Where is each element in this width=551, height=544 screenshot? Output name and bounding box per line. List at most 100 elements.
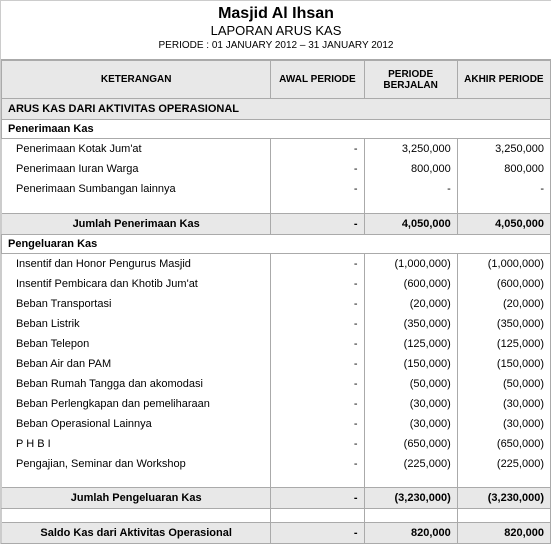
cell-value [457, 509, 550, 523]
cell-desc: Jumlah Penerimaan Kas [2, 213, 271, 234]
cell-value: - [271, 454, 364, 474]
cell-desc [2, 474, 271, 488]
cell-desc: Insentif dan Honor Pengurus Masjid [2, 253, 271, 274]
cell-value: (600,000) [364, 274, 457, 294]
cell-value: - [271, 523, 364, 544]
cell-value: (50,000) [457, 374, 550, 394]
table-row: Beban Perlengkapan dan pemeliharaan-(30,… [2, 394, 551, 414]
table-row [2, 199, 551, 213]
cell-desc: P H B I [2, 434, 271, 454]
col-header-akhir: AKHIR PERIODE [457, 61, 550, 99]
cell-value: - [271, 139, 364, 160]
cell-desc: Beban Perlengkapan dan pemeliharaan [2, 394, 271, 414]
table-row: Jumlah Pengeluaran Kas-(3,230,000)(3,230… [2, 488, 551, 509]
col-header-berjalan: PERIODE BERJALAN [364, 61, 457, 99]
cell-value: - [271, 374, 364, 394]
table-row: P H B I-(650,000)(650,000) [2, 434, 551, 454]
cell-value: (3,230,000) [364, 488, 457, 509]
cell-value: (1,000,000) [364, 253, 457, 274]
cell-value: - [364, 179, 457, 199]
cell-desc: Penerimaan Iuran Warga [2, 159, 271, 179]
cell-desc: Pengajian, Seminar dan Workshop [2, 454, 271, 474]
cell-desc [2, 509, 271, 523]
cell-desc: Beban Telepon [2, 334, 271, 354]
cell-value: (350,000) [457, 314, 550, 334]
section-label: Pengeluaran Kas [2, 234, 551, 253]
cell-value [271, 474, 364, 488]
cell-value: (350,000) [364, 314, 457, 334]
section-row: Pengeluaran Kas [2, 234, 551, 253]
cell-value: (20,000) [457, 294, 550, 314]
cell-desc: Beban Air dan PAM [2, 354, 271, 374]
cell-desc: Penerimaan Kotak Jum'at [2, 139, 271, 160]
cell-desc: Penerimaan Sumbangan lainnya [2, 179, 271, 199]
org-title: Masjid Al Ihsan [1, 5, 551, 23]
cell-value: - [271, 434, 364, 454]
cell-value: (1,000,000) [457, 253, 550, 274]
section-label: Penerimaan Kas [2, 120, 551, 139]
cell-value: (150,000) [364, 354, 457, 374]
cell-value: (30,000) [364, 394, 457, 414]
table-row: Beban Operasional Lainnya-(30,000)(30,00… [2, 414, 551, 434]
cell-value: 3,250,000 [364, 139, 457, 160]
cell-value: (30,000) [457, 394, 550, 414]
cell-value: (50,000) [364, 374, 457, 394]
cell-value: - [271, 394, 364, 414]
cell-value: 820,000 [364, 523, 457, 544]
cell-value: 800,000 [457, 159, 550, 179]
section-row: Penerimaan Kas [2, 120, 551, 139]
table-row: Penerimaan Iuran Warga-800,000800,000 [2, 159, 551, 179]
cell-value: - [271, 213, 364, 234]
cell-value: 820,000 [457, 523, 550, 544]
cell-value: 3,250,000 [457, 139, 550, 160]
cell-value: - [271, 488, 364, 509]
report-header: Masjid Al Ihsan LAPORAN ARUS KAS PERIODE… [1, 1, 551, 60]
cell-value: 800,000 [364, 159, 457, 179]
cell-value: - [271, 274, 364, 294]
cell-desc [2, 199, 271, 213]
cell-desc: Saldo Kas dari Aktivitas Operasional [2, 523, 271, 544]
cell-value: - [271, 334, 364, 354]
cell-value [364, 509, 457, 523]
cell-value: (30,000) [457, 414, 550, 434]
cell-desc: Insentif Pembicara dan Khotib Jum'at [2, 274, 271, 294]
table-row: Beban Telepon-(125,000)(125,000) [2, 334, 551, 354]
cell-value: (650,000) [364, 434, 457, 454]
cell-value: 4,050,000 [364, 213, 457, 234]
table-row: Penerimaan Sumbangan lainnya--- [2, 179, 551, 199]
table-row: Beban Listrik-(350,000)(350,000) [2, 314, 551, 334]
table-row: Saldo Kas dari Aktivitas Operasional-820… [2, 523, 551, 544]
table-row: Penerimaan Kotak Jum'at-3,250,0003,250,0… [2, 139, 551, 160]
report-table: KETERANGAN AWAL PERIODE PERIODE BERJALAN… [1, 60, 551, 544]
section-label: ARUS KAS DARI AKTIVITAS OPERASIONAL [2, 99, 551, 120]
cell-value [457, 474, 550, 488]
table-row: Jumlah Penerimaan Kas-4,050,0004,050,000 [2, 213, 551, 234]
cell-desc: Beban Operasional Lainnya [2, 414, 271, 434]
cell-value: (125,000) [364, 334, 457, 354]
cell-value [271, 199, 364, 213]
cell-value: - [271, 179, 364, 199]
cell-value: 4,050,000 [457, 213, 550, 234]
cell-value: - [457, 179, 550, 199]
cell-desc: Beban Transportasi [2, 294, 271, 314]
cell-value: (20,000) [364, 294, 457, 314]
cell-value: (225,000) [364, 454, 457, 474]
cell-value: (3,230,000) [457, 488, 550, 509]
table-row: Insentif Pembicara dan Khotib Jum'at-(60… [2, 274, 551, 294]
cell-desc: Beban Listrik [2, 314, 271, 334]
cell-value: (30,000) [364, 414, 457, 434]
cell-value: (600,000) [457, 274, 550, 294]
cell-value: - [271, 314, 364, 334]
table-row: Beban Transportasi-(20,000)(20,000) [2, 294, 551, 314]
table-row [2, 509, 551, 523]
cell-value: (150,000) [457, 354, 550, 374]
cell-value: - [271, 294, 364, 314]
cash-flow-report: Masjid Al Ihsan LAPORAN ARUS KAS PERIODE… [0, 0, 551, 544]
table-row: Insentif dan Honor Pengurus Masjid-(1,00… [2, 253, 551, 274]
table-row: Beban Air dan PAM-(150,000)(150,000) [2, 354, 551, 374]
cell-desc: Jumlah Pengeluaran Kas [2, 488, 271, 509]
table-row: Beban Rumah Tangga dan akomodasi-(50,000… [2, 374, 551, 394]
report-title: LAPORAN ARUS KAS [1, 23, 551, 38]
col-header-awal: AWAL PERIODE [271, 61, 364, 99]
cell-value [271, 509, 364, 523]
